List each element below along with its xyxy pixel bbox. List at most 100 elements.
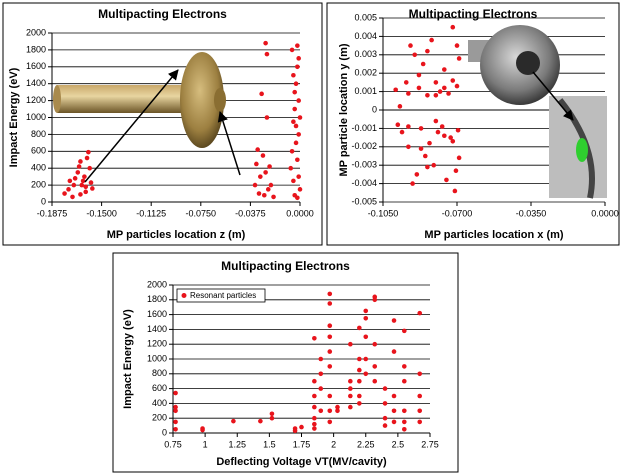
point — [295, 157, 300, 162]
point — [417, 409, 422, 414]
point — [372, 364, 377, 369]
point — [357, 401, 362, 406]
point — [421, 62, 426, 67]
point — [363, 316, 368, 321]
point — [327, 394, 332, 399]
point — [372, 379, 377, 384]
point — [200, 428, 205, 433]
point — [254, 162, 259, 167]
point — [383, 416, 388, 421]
y-tick-label: 0.001 — [354, 86, 377, 96]
point — [357, 357, 362, 362]
point — [348, 405, 353, 410]
y-tick-label: -0.001 — [351, 123, 377, 133]
point — [296, 98, 301, 103]
y-tick-label: 1000 — [147, 353, 167, 363]
point — [73, 176, 78, 181]
point — [253, 183, 258, 188]
point — [357, 394, 362, 399]
point — [440, 124, 445, 129]
point — [406, 145, 411, 150]
point — [87, 166, 92, 171]
y-tick-label: 200 — [152, 413, 167, 423]
point — [295, 65, 300, 70]
x-tick-label: -0.0700 — [442, 208, 473, 218]
y-axis-label: Impact Energy (eV) — [122, 309, 134, 409]
point — [68, 179, 73, 184]
figure: Multipacting Electrons MP particles locat… — [0, 0, 622, 476]
chart-title: Multipacting Electrons — [221, 259, 350, 273]
point — [327, 335, 332, 340]
point — [425, 93, 430, 98]
point — [406, 91, 411, 96]
point — [294, 81, 299, 86]
point — [318, 386, 323, 391]
point — [429, 38, 434, 43]
y-tick-label: 0 — [41, 196, 46, 206]
y-tick-label: 2000 — [147, 279, 167, 289]
point — [312, 426, 317, 431]
point — [450, 139, 455, 144]
point — [427, 141, 432, 146]
point — [434, 93, 439, 98]
x-axis-label: MP particles location z (m) — [107, 229, 246, 241]
y-tick-label: 0.002 — [354, 68, 377, 78]
y-tick-label: 2000 — [26, 27, 46, 37]
point — [392, 318, 397, 323]
y-tick-label: 1000 — [26, 112, 46, 122]
point — [419, 126, 424, 131]
point — [327, 364, 332, 369]
point — [357, 326, 362, 331]
point — [293, 428, 298, 433]
cavity-port — [214, 88, 226, 112]
point — [392, 420, 397, 425]
point — [292, 107, 297, 112]
point — [89, 180, 94, 185]
y-tick-label: 400 — [152, 398, 167, 408]
y-tick-label: 1400 — [26, 78, 46, 88]
point — [173, 420, 178, 425]
page: Multipacting Electrons MP particles locat… — [0, 0, 622, 476]
point — [270, 411, 275, 416]
y-tick-label: -0.003 — [351, 160, 377, 170]
y-axis-label: MP particle location y (m) — [338, 43, 350, 176]
point — [327, 420, 332, 425]
point — [62, 191, 67, 196]
point — [454, 168, 459, 173]
point — [425, 49, 430, 54]
y-tick-label: 1200 — [147, 339, 167, 349]
point — [318, 357, 323, 362]
point — [417, 73, 422, 78]
point — [393, 87, 398, 92]
chart-title: Multipacting Electrons — [98, 7, 227, 21]
y-tick-label: 0 — [372, 104, 377, 114]
point — [266, 187, 271, 192]
point — [81, 179, 86, 184]
point — [327, 409, 332, 414]
point — [357, 379, 362, 384]
point — [292, 90, 297, 95]
point — [425, 165, 430, 170]
point — [173, 391, 178, 396]
point — [392, 349, 397, 354]
x-tick-label: 0.0000 — [286, 208, 314, 218]
point — [446, 91, 451, 96]
point — [78, 192, 83, 197]
point — [288, 166, 293, 171]
y-axis-label: Impact Energy (eV) — [8, 67, 20, 167]
point — [436, 130, 441, 135]
point — [312, 422, 317, 427]
point — [83, 184, 88, 189]
point — [70, 195, 75, 200]
point — [357, 368, 362, 373]
y-tick-label: 0 — [162, 427, 167, 437]
point — [383, 401, 388, 406]
y-tick-label: 1600 — [26, 61, 46, 71]
point — [79, 183, 84, 188]
point — [296, 56, 301, 61]
point — [269, 183, 274, 188]
x-tick-label: 0.75 — [164, 439, 182, 449]
point — [85, 156, 90, 161]
point — [456, 128, 461, 133]
point — [419, 146, 424, 151]
